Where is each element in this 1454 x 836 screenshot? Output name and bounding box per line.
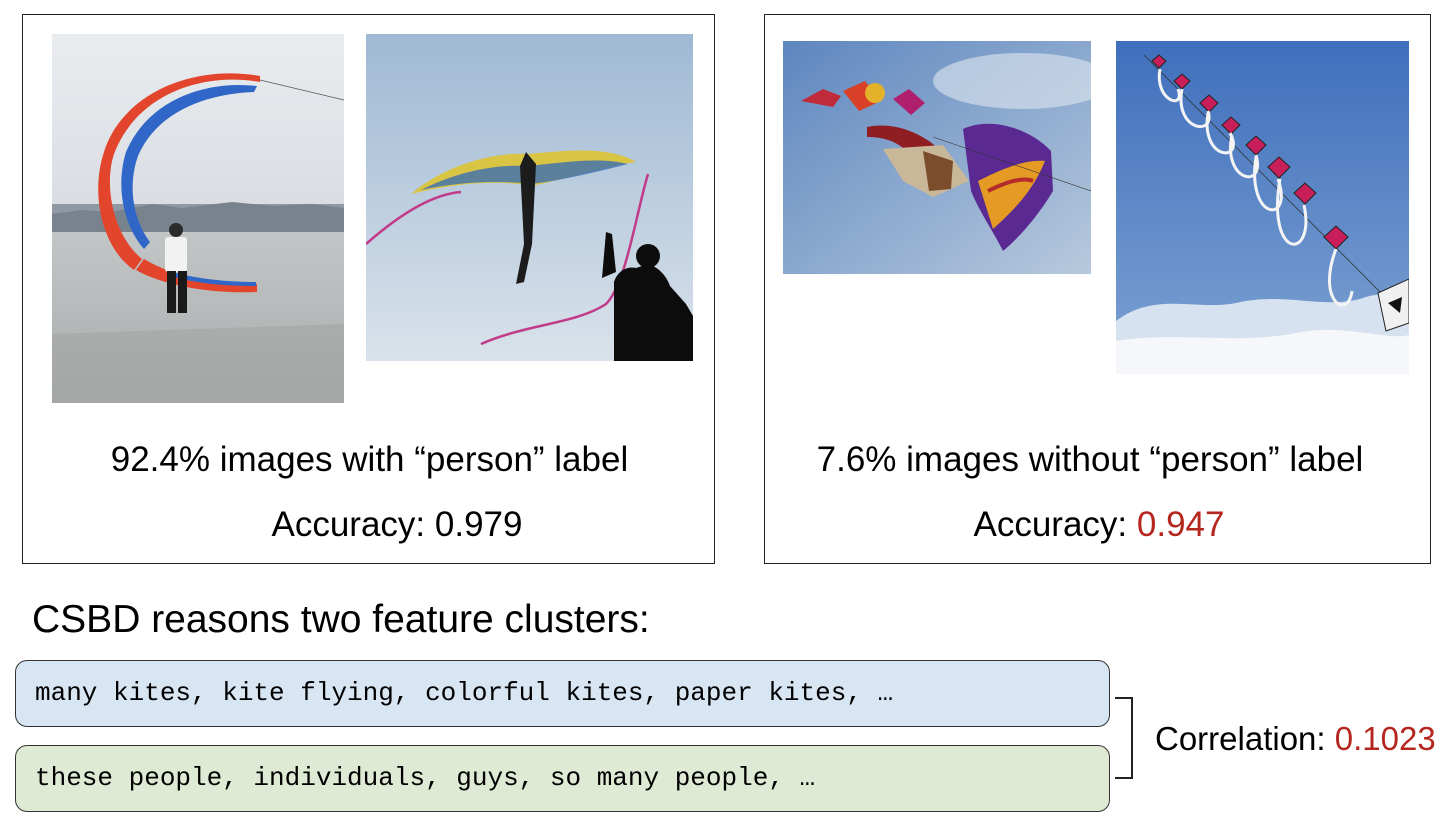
photo-kitesurfer-beach xyxy=(52,34,344,403)
left-accuracy-label: Accuracy: xyxy=(271,505,435,544)
cluster-kites: many kites, kite flying, colorful kites,… xyxy=(15,660,1110,727)
panel-without-person: 7.6% images without “person” label Accur… xyxy=(764,14,1431,564)
cluster-people: these people, individuals, guys, so many… xyxy=(15,745,1110,812)
correlation-label: Correlation: xyxy=(1155,720,1335,757)
photo-kite-train xyxy=(1116,41,1409,374)
photo-colorful-kites xyxy=(783,41,1091,274)
cluster-bracket xyxy=(1115,697,1133,779)
photo-dragon-kite-silhouette xyxy=(366,34,693,361)
right-accuracy: Accuracy: 0.947 xyxy=(765,505,1433,545)
correlation-value: 0.1023 xyxy=(1334,720,1436,757)
left-accuracy-value: 0.979 xyxy=(434,505,523,544)
reasons-heading: CSBD reasons two feature clusters: xyxy=(32,598,650,641)
right-accuracy-label: Accuracy: xyxy=(973,505,1137,544)
left-accuracy: Accuracy: 0.979 xyxy=(23,505,771,545)
right-accuracy-value: 0.947 xyxy=(1136,505,1225,544)
panel-with-person: 92.4% images with “person” label Accurac… xyxy=(22,14,715,564)
left-caption: 92.4% images with “person” label xyxy=(110,440,629,479)
right-caption: 7.6% images without “person” label xyxy=(816,440,1364,479)
correlation: Correlation: 0.1023 xyxy=(1155,720,1436,758)
